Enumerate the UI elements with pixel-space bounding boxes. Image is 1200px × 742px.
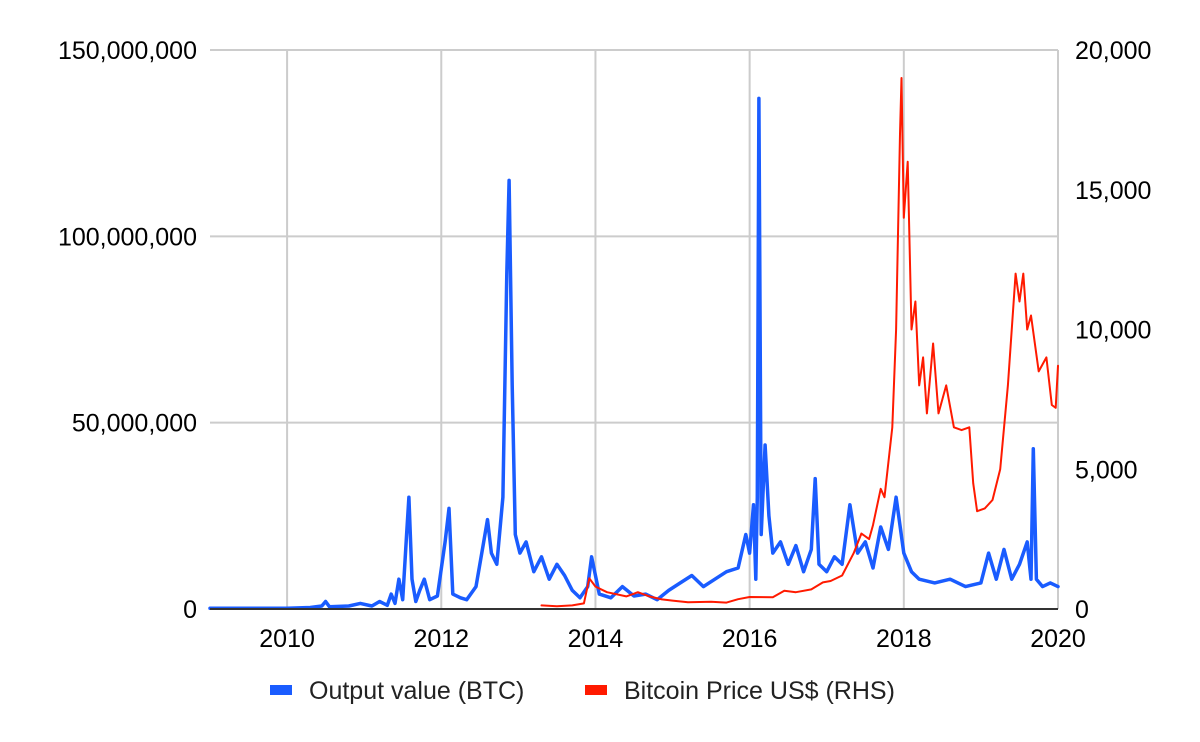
y-left-tick-label: 50,000,000 <box>72 410 197 438</box>
y-right-tick-label: 20,000 <box>1075 37 1151 65</box>
x-tick-label: 2020 <box>1030 625 1086 653</box>
axes: 0 50,000,000 100,000,000 150,000,000 0 5,000 1… <box>58 37 1152 653</box>
y-right-tick-label: 15,000 <box>1075 177 1151 205</box>
legend-swatch-1 <box>585 685 607 695</box>
x-tick-label: 2016 <box>722 625 778 653</box>
y-right-tick-label: 0 <box>1075 596 1089 624</box>
grid <box>210 49 1059 609</box>
x-tick-label: 2012 <box>413 625 469 653</box>
x-tick-label: 2018 <box>876 625 932 653</box>
series-layer <box>208 77 1060 611</box>
legend-swatch-0 <box>270 685 292 695</box>
x-tick-label: 2010 <box>259 625 315 653</box>
series-line-0 <box>208 96 1060 611</box>
y-left-tick-label: 100,000,000 <box>58 223 197 251</box>
y-left-tick-label: 0 <box>183 596 197 624</box>
legend-label-1: Bitcoin Price US$ (RHS) <box>624 677 895 705</box>
y-right-tick-label: 10,000 <box>1075 317 1151 345</box>
y-right-tick-label: 5,000 <box>1075 456 1138 484</box>
x-tick-label: 2014 <box>568 625 624 653</box>
series-line-1 <box>540 77 1059 608</box>
legend-label-0: Output value (BTC) <box>309 677 524 705</box>
y-left-tick-label: 150,000,000 <box>58 37 197 65</box>
legend: Output value (BTC) Bitcoin Price US$ (RHS… <box>270 677 895 705</box>
